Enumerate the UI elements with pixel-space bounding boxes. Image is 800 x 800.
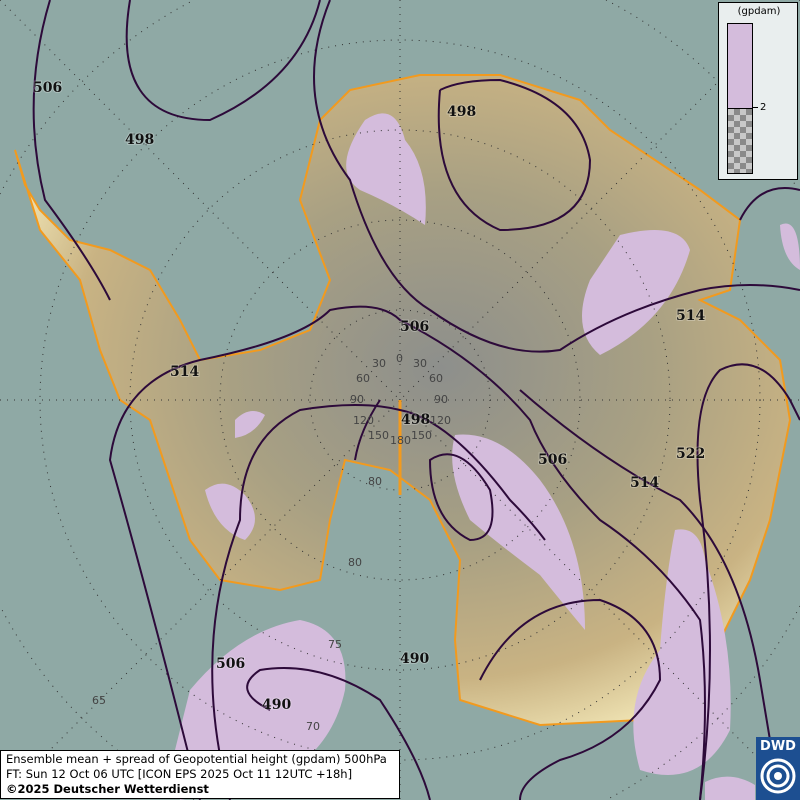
contour-labels: 506 498 498 506 514 498 514 506 514 522 … <box>32 79 706 714</box>
graticule-label: 70 <box>306 720 320 733</box>
dwd-logo: DWD <box>756 737 800 800</box>
contour-label: 506 <box>538 452 567 468</box>
legend-unit: (gpdam) <box>737 6 781 17</box>
graticule-label: 65 <box>92 694 106 707</box>
contour-label: 498 <box>125 132 154 148</box>
antarctica-landmass <box>14 74 792 727</box>
graticule-label: 150 <box>411 429 432 442</box>
graticule-label: 150 <box>368 429 389 442</box>
contour-label: 514 <box>676 308 705 324</box>
graticule-label: 60 <box>429 372 443 385</box>
graticule-label: 120 <box>430 414 451 427</box>
legend: (gpdam) 2 <box>718 2 798 180</box>
graticule-label: 120 <box>353 414 374 427</box>
graticule-label: 80 <box>348 556 362 569</box>
logo-text: DWD <box>760 739 796 754</box>
contour-label: 514 <box>630 475 659 491</box>
dwd-swirl-icon <box>760 758 796 794</box>
graticule-label: 90 <box>434 393 448 406</box>
legend-spread-high-swatch <box>727 23 753 109</box>
contour-label: 498 <box>447 104 476 120</box>
graticule-label: 0 <box>396 352 403 365</box>
caption-forecast-time: FT: Sun 12 Oct 06 UTC [ICON EPS 2025 Oct… <box>6 767 353 781</box>
contours <box>32 0 800 800</box>
caption-box: Ensemble mean + spread of Geopotential h… <box>0 750 400 799</box>
contour-label: 514 <box>170 364 199 380</box>
contour-label: 498 <box>401 412 430 428</box>
graticule-label: 75 <box>328 638 342 651</box>
contour-label: 506 <box>33 80 62 96</box>
graticule-label: 60 <box>356 372 370 385</box>
graticule-label: 90 <box>350 393 364 406</box>
legend-spread-low-swatch <box>727 108 753 174</box>
legend-tick-label: 2 <box>760 102 767 113</box>
graticule-labels: 0 30 30 60 60 90 90 120 120 150 150 180 … <box>92 352 451 733</box>
graticule-label: 180 <box>390 434 411 447</box>
contour-label: 490 <box>400 651 429 667</box>
graticule-label: 80 <box>368 475 382 488</box>
graticule-label: 30 <box>372 357 386 370</box>
graticule-label: 30 <box>413 357 427 370</box>
contour-label: 522 <box>676 446 705 462</box>
contour-label: 490 <box>262 697 291 713</box>
caption-copyright: ©2025 Deutscher Wetterdienst <box>6 782 209 796</box>
contour-label: 506 <box>216 656 245 672</box>
caption-title: Ensemble mean + spread of Geopotential h… <box>6 752 387 766</box>
legend-tick <box>752 107 758 108</box>
contour-label: 506 <box>400 319 429 335</box>
